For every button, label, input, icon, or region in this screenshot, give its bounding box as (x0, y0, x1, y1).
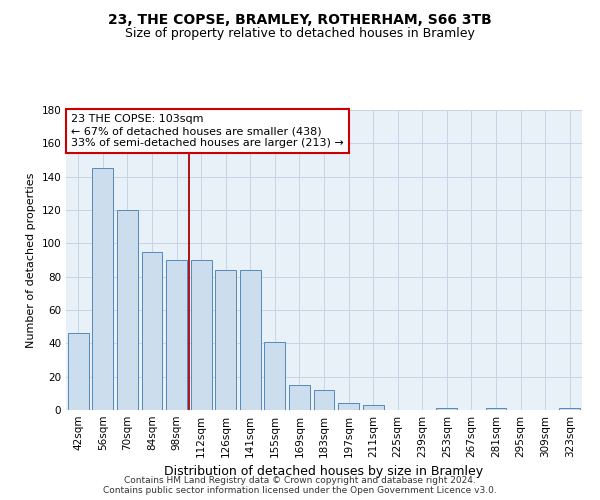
Bar (191, 260, 212, 410)
Bar (240, 270, 261, 410)
Bar (142, 252, 163, 410)
Bar (117, 210, 138, 410)
Bar (92, 168, 113, 410)
Bar (559, 408, 580, 410)
Bar (215, 270, 236, 410)
Bar (314, 390, 334, 410)
Text: 23 THE COPSE: 103sqm
← 67% of detached houses are smaller (438)
33% of semi-deta: 23 THE COPSE: 103sqm ← 67% of detached h… (71, 114, 344, 148)
Bar (362, 405, 383, 410)
Bar (289, 385, 310, 410)
Bar (338, 404, 359, 410)
Bar (485, 408, 506, 410)
Text: 23, THE COPSE, BRAMLEY, ROTHERHAM, S66 3TB: 23, THE COPSE, BRAMLEY, ROTHERHAM, S66 3… (108, 12, 492, 26)
Y-axis label: Number of detached properties: Number of detached properties (26, 172, 36, 348)
Bar (265, 342, 286, 410)
Bar (68, 334, 89, 410)
Bar (166, 260, 187, 410)
Text: Contains HM Land Registry data © Crown copyright and database right 2024.
Contai: Contains HM Land Registry data © Crown c… (103, 476, 497, 495)
Text: Size of property relative to detached houses in Bramley: Size of property relative to detached ho… (125, 28, 475, 40)
Bar (436, 408, 457, 410)
X-axis label: Distribution of detached houses by size in Bramley: Distribution of detached houses by size … (164, 466, 484, 478)
